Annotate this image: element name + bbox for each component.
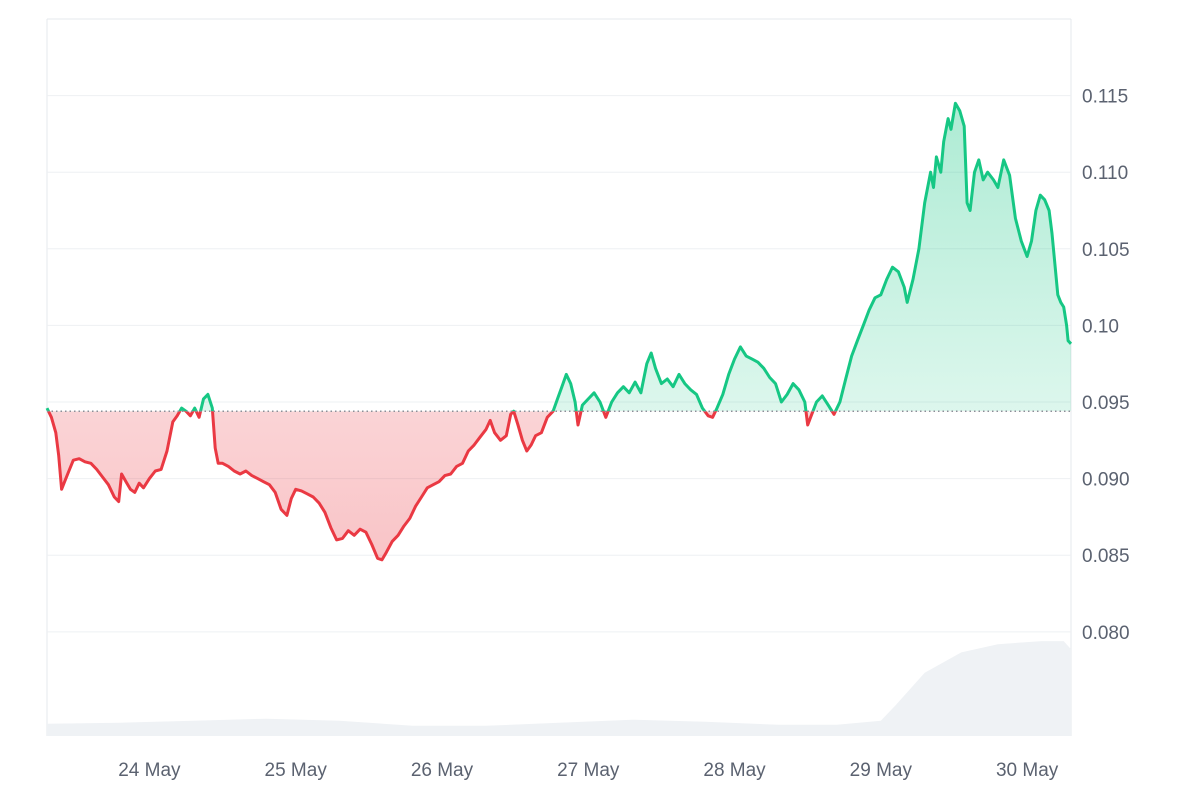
y-tick-label: 0.115 [1082, 87, 1128, 108]
price-fill-up [47, 103, 1071, 412]
price-fill [47, 103, 1071, 560]
x-tick-label: 29 May [850, 760, 913, 781]
x-tick-label: 28 May [703, 760, 766, 781]
price-fill-down [48, 411, 836, 560]
y-tick-label: 0.110 [1082, 163, 1128, 184]
x-axis-labels: 24 May 25 May 26 May 27 May 28 May 29 May 30 M… [118, 760, 1059, 781]
y-axis-labels: 0.080 0.085 0.090 0.095 0.10 0.105 0.110 0.115 [1082, 87, 1130, 644]
y-tick-label: 0.10 [1082, 316, 1119, 337]
volume-shape [47, 641, 1071, 736]
price-line-up [45, 101, 1073, 412]
volume-area [47, 641, 1071, 736]
y-tick-label: 0.090 [1082, 470, 1130, 491]
x-tick-label: 27 May [557, 760, 620, 781]
y-tick-label: 0.085 [1082, 546, 1130, 567]
y-tick-label: 0.080 [1082, 623, 1130, 644]
x-tick-label: 26 May [411, 760, 474, 781]
gridlines [47, 95, 1071, 633]
x-tick-label: 24 May [118, 760, 181, 781]
price-line [45, 101, 1073, 562]
y-tick-label: 0.105 [1082, 240, 1130, 261]
x-tick-label: 25 May [265, 760, 328, 781]
x-tick-label: 30 May [996, 760, 1059, 781]
y-tick-label: 0.095 [1082, 393, 1130, 414]
